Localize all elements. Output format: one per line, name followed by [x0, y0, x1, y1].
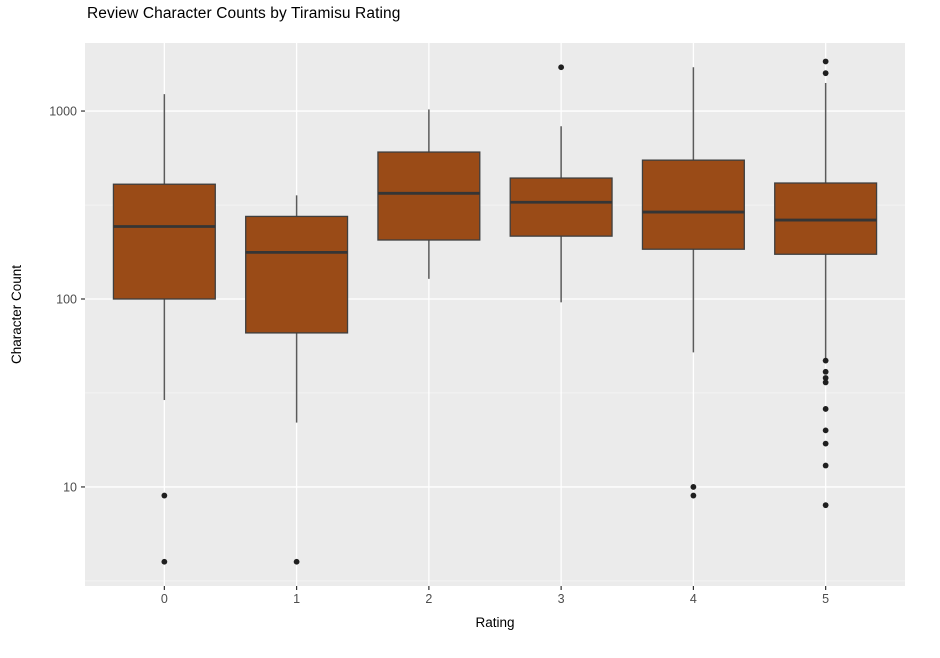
outlier-point	[822, 368, 829, 375]
outlier-point	[822, 462, 829, 469]
box-iqr	[509, 177, 613, 237]
outlier-point	[161, 558, 168, 565]
outlier-point	[690, 492, 697, 499]
box-iqr	[245, 215, 349, 334]
y-tick-label: 1000	[49, 105, 77, 119]
x-axis-title: Rating	[475, 615, 515, 630]
outlier-point	[690, 484, 697, 490]
x-tick-label: 4	[690, 592, 697, 606]
x-tick-label: 0	[161, 592, 168, 606]
chart-title: Review Character Counts by Tiramisu Rati…	[87, 5, 401, 22]
outlier-point	[822, 440, 829, 447]
outlier-point	[822, 406, 829, 412]
outlier-point	[822, 58, 829, 65]
outlier-point	[822, 357, 829, 364]
outlier-point	[822, 427, 829, 434]
panel-background	[85, 43, 905, 586]
box-iqr	[112, 183, 216, 300]
y-tick-label: 100	[56, 292, 77, 306]
outlier-point	[558, 64, 565, 71]
x-tick-label: 5	[822, 592, 829, 606]
outlier-point	[822, 70, 829, 77]
x-tick-label: 1	[293, 592, 300, 606]
x-tick-label: 3	[558, 592, 565, 606]
box-iqr	[641, 159, 745, 250]
y-tick-label: 10	[63, 480, 77, 494]
outlier-point	[822, 502, 829, 509]
outlier-point	[293, 558, 300, 565]
box-iqr	[377, 151, 481, 241]
outlier-point	[822, 375, 829, 381]
x-tick-label: 2	[425, 592, 432, 606]
y-axis-title: Character Count	[9, 264, 24, 365]
box-iqr	[774, 182, 878, 255]
outlier-point	[822, 379, 829, 386]
outlier-point	[161, 492, 168, 499]
